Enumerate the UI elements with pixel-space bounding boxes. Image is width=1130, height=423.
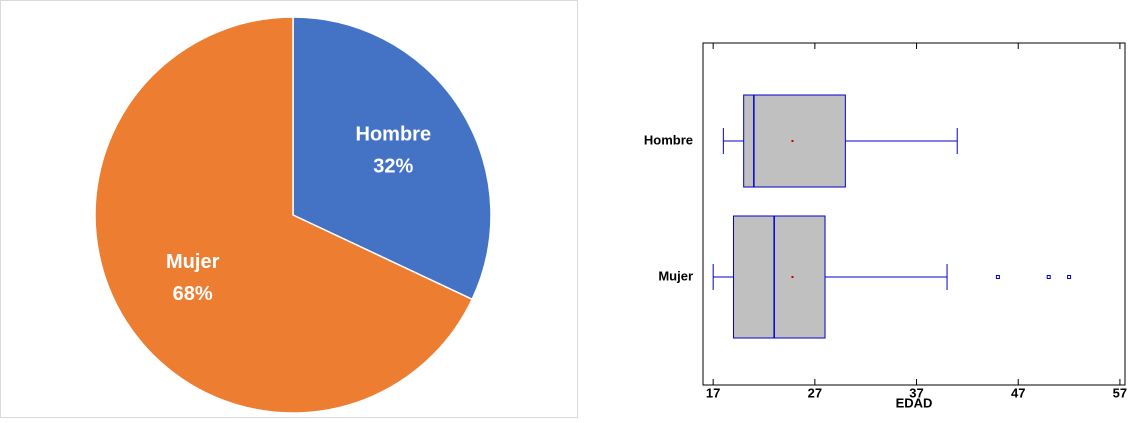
pie-slice <box>292 16 492 301</box>
slice-value-label: 68% <box>173 283 213 305</box>
outlier <box>1067 275 1072 279</box>
x-axis-label: EDAD <box>896 395 933 410</box>
pie-slice <box>94 16 474 414</box>
slice-value-label: 32% <box>373 156 413 178</box>
x-tick-label: 57 <box>1113 385 1127 400</box>
mean <box>791 276 794 278</box>
x-tick-label: 17 <box>706 385 720 400</box>
box <box>733 215 826 339</box>
box <box>743 94 846 188</box>
outlier <box>995 275 1000 279</box>
x-tick-label: 27 <box>808 385 822 400</box>
slice-label: Mujer <box>166 251 220 273</box>
outlier <box>1046 275 1051 279</box>
x-tick-label: 47 <box>1011 385 1025 400</box>
y-tick-label: Hombre <box>644 132 693 147</box>
mean <box>791 140 794 142</box>
x-tick-label: 37 <box>909 385 923 400</box>
y-tick-label: Mujer <box>658 268 693 283</box>
slice-label: Hombre <box>356 124 432 146</box>
